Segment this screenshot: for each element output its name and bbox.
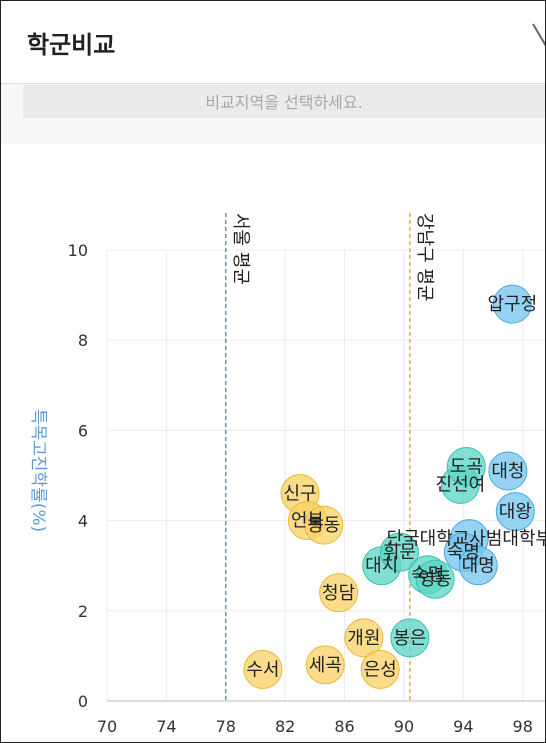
x-tick-label: 90: [394, 717, 414, 736]
x-tick-label: 94: [453, 717, 473, 736]
reference-line-label: 강남구 평균: [414, 213, 435, 302]
bubble-label: 도곡: [450, 456, 483, 477]
x-tick-label: 82: [275, 717, 295, 736]
x-tick-label: 74: [156, 717, 176, 736]
region-select-placeholder: 비교지역을 선택하세요.: [205, 93, 363, 112]
bubble-label: 영동: [419, 569, 452, 590]
bubble-대왕: [495, 492, 535, 532]
bubble-label: 청담: [322, 583, 355, 604]
bubble-label: 대왕: [499, 502, 532, 523]
bubble-수서: [243, 649, 283, 689]
bubble-대청: [488, 451, 528, 491]
bubble-봉은: [390, 618, 430, 658]
bubble-label: 진선여: [436, 475, 486, 496]
bubble-label: 개원: [347, 628, 380, 649]
page-title: 학군비교: [27, 31, 116, 59]
bubble-label: 대명: [462, 556, 495, 577]
y-tick-label: 8: [78, 331, 88, 350]
y-tick-label: 2: [78, 602, 88, 621]
bubble-label: 단국대학교사범대학부: [386, 529, 545, 550]
panel-header: 학군비교: [1, 1, 545, 84]
x-tick-label: 86: [334, 717, 354, 736]
bubble-label: 숙명: [411, 565, 444, 586]
close-icon: [532, 23, 545, 47]
bubble-은성: [360, 649, 400, 689]
bubble-label: 압구정: [487, 294, 537, 315]
bubble-도곡: [446, 446, 486, 486]
bubble-봉동: [304, 505, 344, 545]
close-button[interactable]: [531, 21, 545, 55]
bubble-개원: [344, 618, 384, 658]
bubble-label: 신구: [283, 484, 316, 505]
bubble-label: 언북: [291, 511, 324, 532]
x-tick-label: 78: [216, 717, 236, 736]
bubble-대명: [458, 546, 498, 586]
bubble-label: 수서: [246, 659, 279, 680]
bubble-세곡: [305, 645, 345, 685]
x-tick-label: 98: [513, 717, 533, 736]
bubble-label: 숙명: [447, 542, 480, 563]
bubble-휘문: [379, 532, 419, 572]
bubble-label: 대청: [491, 461, 524, 482]
bubble-label: 세곡: [309, 655, 342, 676]
bubble-영동: [415, 559, 455, 599]
y-axis-label: 특목고진학률(%): [28, 409, 48, 532]
bubble-압구정: [492, 284, 532, 324]
x-tick-label: 70: [97, 717, 117, 736]
bubble-label: 대치: [365, 556, 398, 577]
y-tick-label: 10: [68, 241, 88, 260]
region-select[interactable]: 비교지역을 선택하세요.: [23, 85, 545, 118]
chart-area: [1, 159, 545, 742]
bubble-label: 은성: [364, 659, 397, 680]
y-tick-label: 4: [78, 512, 88, 531]
bubble-label: 봉동: [307, 515, 340, 536]
reference-line-label: 서울 평균: [230, 213, 251, 285]
y-tick-label: 0: [78, 692, 88, 711]
bubble-청담: [319, 573, 359, 613]
y-tick-label: 6: [78, 421, 88, 440]
bubble-label: 봉은: [393, 628, 426, 649]
bubble-label: 휘문: [383, 542, 416, 563]
